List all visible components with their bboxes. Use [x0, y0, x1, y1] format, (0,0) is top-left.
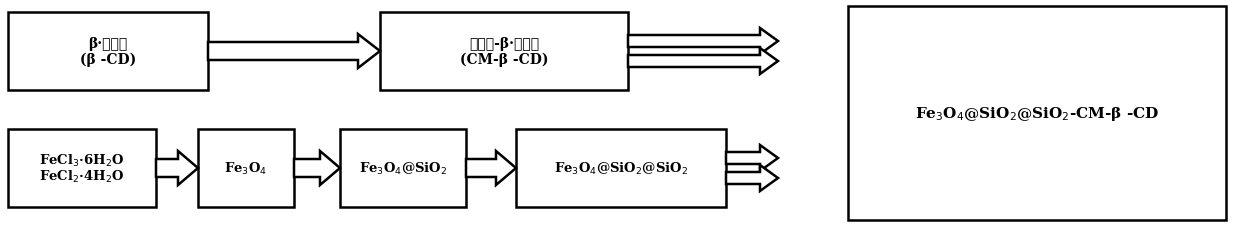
Polygon shape	[628, 49, 777, 75]
Polygon shape	[208, 35, 380, 69]
Text: FeCl$_3$·6H$_2$O: FeCl$_3$·6H$_2$O	[40, 153, 125, 169]
Text: Fe$_3$O$_4$@SiO$_2$: Fe$_3$O$_4$@SiO$_2$	[359, 160, 447, 176]
Text: Fe$_3$O$_4$@SiO$_2$@SiO$_2$: Fe$_3$O$_4$@SiO$_2$@SiO$_2$	[553, 160, 688, 176]
Polygon shape	[156, 151, 198, 185]
Text: (CM-β -CD): (CM-β -CD)	[459, 53, 548, 67]
Bar	[7, 129, 156, 207]
Bar	[848, 7, 1226, 220]
Bar	[7, 13, 208, 91]
Text: 羚甲基-β·环糊精: 羚甲基-β·环糊精	[469, 37, 539, 51]
Text: Fe$_3$O$_4$: Fe$_3$O$_4$	[224, 160, 267, 176]
Text: β·环糊精: β·环糊精	[88, 37, 128, 51]
Polygon shape	[725, 165, 777, 191]
Text: FeCl$_2$·4H$_2$O: FeCl$_2$·4H$_2$O	[40, 168, 125, 184]
Polygon shape	[628, 29, 777, 55]
Bar	[198, 129, 293, 207]
Bar	[516, 129, 725, 207]
Bar	[380, 13, 628, 91]
Polygon shape	[725, 145, 777, 171]
Text: (β -CD): (β -CD)	[80, 53, 136, 67]
Polygon shape	[293, 151, 340, 185]
Polygon shape	[465, 151, 516, 185]
Bar	[340, 129, 465, 207]
Text: Fe$_3$O$_4$@SiO$_2$@SiO$_2$-CM-β -CD: Fe$_3$O$_4$@SiO$_2$@SiO$_2$-CM-β -CD	[915, 105, 1159, 122]
